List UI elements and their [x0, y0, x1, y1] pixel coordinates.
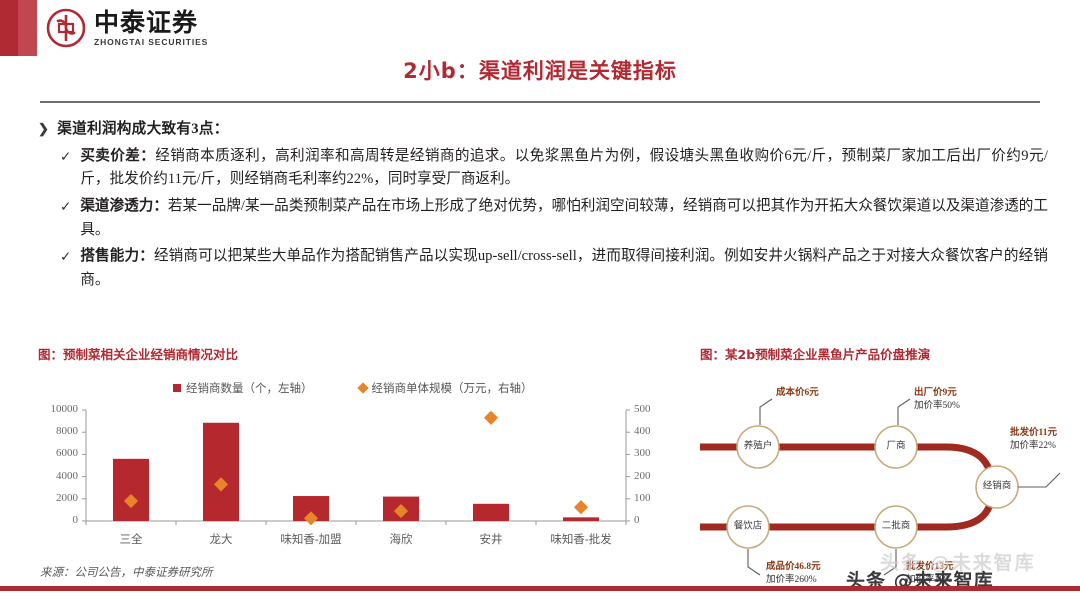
brand-name-en: ZHONGTAI SECURITIES [94, 36, 209, 47]
chart-title: 图：预制菜相关企业经销商情况对比 [38, 347, 239, 362]
y-axis-tick-right: 500 [634, 403, 651, 415]
bullet-lead: 搭售能力： [80, 248, 154, 265]
bullet-item: ✓ 渠道渗透力：若某一品牌/某一品类预制菜产品在市场上形成了绝对优势，哪怕利润空… [60, 195, 1048, 242]
x-axis-category-label: 龙大 [209, 534, 233, 546]
y-axis-tick-right: 400 [634, 425, 651, 438]
x-axis-category-label: 海欣 [389, 534, 413, 546]
y-axis-tick-left: 10000 [50, 403, 79, 415]
footer-accent-bar [0, 586, 1080, 591]
x-axis-category-label: 安井 [479, 534, 503, 546]
bullet-paragraph: 买卖价差：经销商本质逐利，高利润率和高周转是经销商的追求。以免浆黑鱼片为例，假设… [80, 145, 1048, 192]
diagram-callout-restaurant-price: 成品价46.8元 加价率260% [766, 561, 821, 586]
callout-price: 批发价11元 [1010, 428, 1057, 438]
chart-svg [82, 409, 630, 526]
header-accent-dark [0, 0, 18, 56]
diagram-node-restaurant: 餐饮店 [733, 521, 763, 532]
zhongtai-logo-icon [46, 8, 86, 48]
bullet-heading-text: 渠道利润构成大致有3点： [57, 121, 229, 137]
bullet-text: 经销商可以把某些大单品作为搭配销售产品以实现up-sell/cross-sell… [80, 248, 1048, 288]
title-divider [40, 101, 1040, 103]
x-axis-category-label: 味知香-批发 [550, 534, 612, 546]
diagram-node-second: 二批商 [881, 521, 911, 532]
y-axis-tick-right: 200 [634, 469, 651, 482]
bullet-item: ✓ 买卖价差：经销商本质逐利，高利润率和高周转是经销商的追求。以免浆黑鱼片为例，… [60, 145, 1048, 192]
check-bullet-icon: ✓ [60, 249, 72, 265]
bullet-paragraph: 搭售能力：经销商可以把某些大单品作为搭配销售产品以实现up-sell/cross… [80, 245, 1048, 292]
diagram-svg [700, 398, 1061, 576]
check-bullet-icon: ✓ [60, 198, 72, 214]
callout-price: 批发价13元 [906, 562, 954, 572]
chart-legend: 经销商数量（个，左轴） 经销商单体规模（万元，右轴） [173, 380, 668, 396]
callout-price: 出厂价9元 [914, 388, 957, 398]
chart-source-note: 来源：公司公告，中泰证券研究所 [40, 567, 213, 579]
diagram-title: 图：某2b预制菜企业黑鱼片产品价盘推演 [700, 347, 931, 362]
chart-plot-area: 0 2000 4000 6000 8000 10000 0 100 200 300 400 500 三全… [38, 403, 668, 556]
diagram-node-farmer: 养殖户 [743, 441, 773, 452]
header-accent-light [18, 0, 37, 56]
diagram-stage: 养殖户 厂商 经销商 餐饮店 二批商 成本价6元 出厂价9元 加价率50% 批发价11元 加价率2… [700, 375, 1080, 590]
legend-square-icon [173, 384, 181, 392]
callout-price: 成品价46.8元 [766, 562, 821, 572]
brand-logo: 中泰证券 ZHONGTAI SECURITIES [46, 8, 208, 48]
legend-item-bars: 经销商数量（个，左轴） [173, 380, 313, 396]
diagram-node-factory: 厂商 [886, 441, 906, 452]
diagram-callout-farmer-cost: 成本价6元 [776, 387, 819, 400]
y-axis-tick-right: 300 [634, 447, 651, 460]
y-axis-tick-left: 8000 [56, 425, 78, 438]
y-axis-tick-left: 6000 [56, 447, 78, 460]
diagram-callout-factory-price: 出厂价9元加价率50% [914, 387, 960, 412]
y-axis-tick-right: 0 [634, 514, 640, 526]
slide-header: 中泰证券 ZHONGTAI SECURITIES [0, 0, 1080, 56]
x-axis-category-label: 味知香-加盟 [280, 534, 342, 546]
x-axis-category-label: 三全 [119, 534, 143, 546]
content-body: ❯ 渠道利润构成大致有3点： ✓ 买卖价差：经销商本质逐利，高利润率和高周转是经… [38, 118, 1048, 292]
legend-label: 经销商数量（个，左轴） [186, 383, 313, 395]
callout-markup: 加价率260% [766, 574, 817, 585]
y-axis-tick-left: 2000 [56, 491, 78, 504]
chart-panel: 图：预制菜相关企业经销商情况对比 经销商数量（个，左轴） 经销商单体规模（万元，… [38, 344, 668, 556]
y-axis-tick-left: 4000 [56, 469, 78, 482]
bullet-text: 若某一品牌/某一品类预制菜产品在市场上形成了绝对优势，哪怕利润空间较薄，经销商可… [80, 197, 1048, 238]
y-axis-tick-left: 0 [72, 514, 79, 526]
callout-markup: 加价率22% [1010, 440, 1056, 451]
diagram-callout-second-price: 批发价13元 加价率18% [906, 561, 954, 586]
legend-item-points: 经销商单体规模（万元，右轴） [356, 380, 533, 396]
bullet-heading: ❯ 渠道利润构成大致有3点： [38, 118, 1048, 142]
bullet-lead: 渠道渗透力： [80, 197, 168, 214]
y-axis-tick-right: 100 [634, 491, 651, 504]
watermark-ghost: 头条 @未来智库 [880, 552, 1036, 574]
bullet-item: ✓ 搭售能力：经销商可以把某些大单品作为搭配销售产品以实现up-sell/cro… [60, 245, 1048, 292]
legend-diamond-icon [356, 382, 369, 394]
page-title: 2小b：渠道利润是关键指标 [403, 59, 677, 83]
brand-name-cn: 中泰证券 [94, 7, 199, 37]
legend-label: 经销商单体规模（万元，右轴） [371, 383, 533, 395]
callout-price: 成本价6元 [776, 388, 819, 398]
bullet-lead: 买卖价差： [80, 147, 156, 164]
bullet-text: 经销商本质逐利，高利润率和高周转是经销商的追求。以免浆黑鱼片为例，假设塘头黑鱼收… [80, 147, 1048, 188]
check-bullet-icon: ✓ [60, 148, 72, 164]
bullet-paragraph: 渠道渗透力：若某一品牌/某一品类预制菜产品在市场上形成了绝对优势，哪怕利润空间较… [80, 195, 1048, 242]
diagram-callout-dealer-price: 批发价11元 加价率22% [1010, 427, 1057, 452]
arrow-bullet-icon: ❯ [38, 121, 50, 136]
diagram-node-dealer: 经销商 [982, 481, 1012, 492]
diagram-panel: 图：某2b预制菜企业黑鱼片产品价盘推演 养殖户 厂商经销商餐饮店 二批商 成本价6元 出… [700, 344, 1061, 590]
callout-markup: 加价率50% [914, 400, 960, 411]
callout-markup: 加价率18% [906, 574, 952, 585]
